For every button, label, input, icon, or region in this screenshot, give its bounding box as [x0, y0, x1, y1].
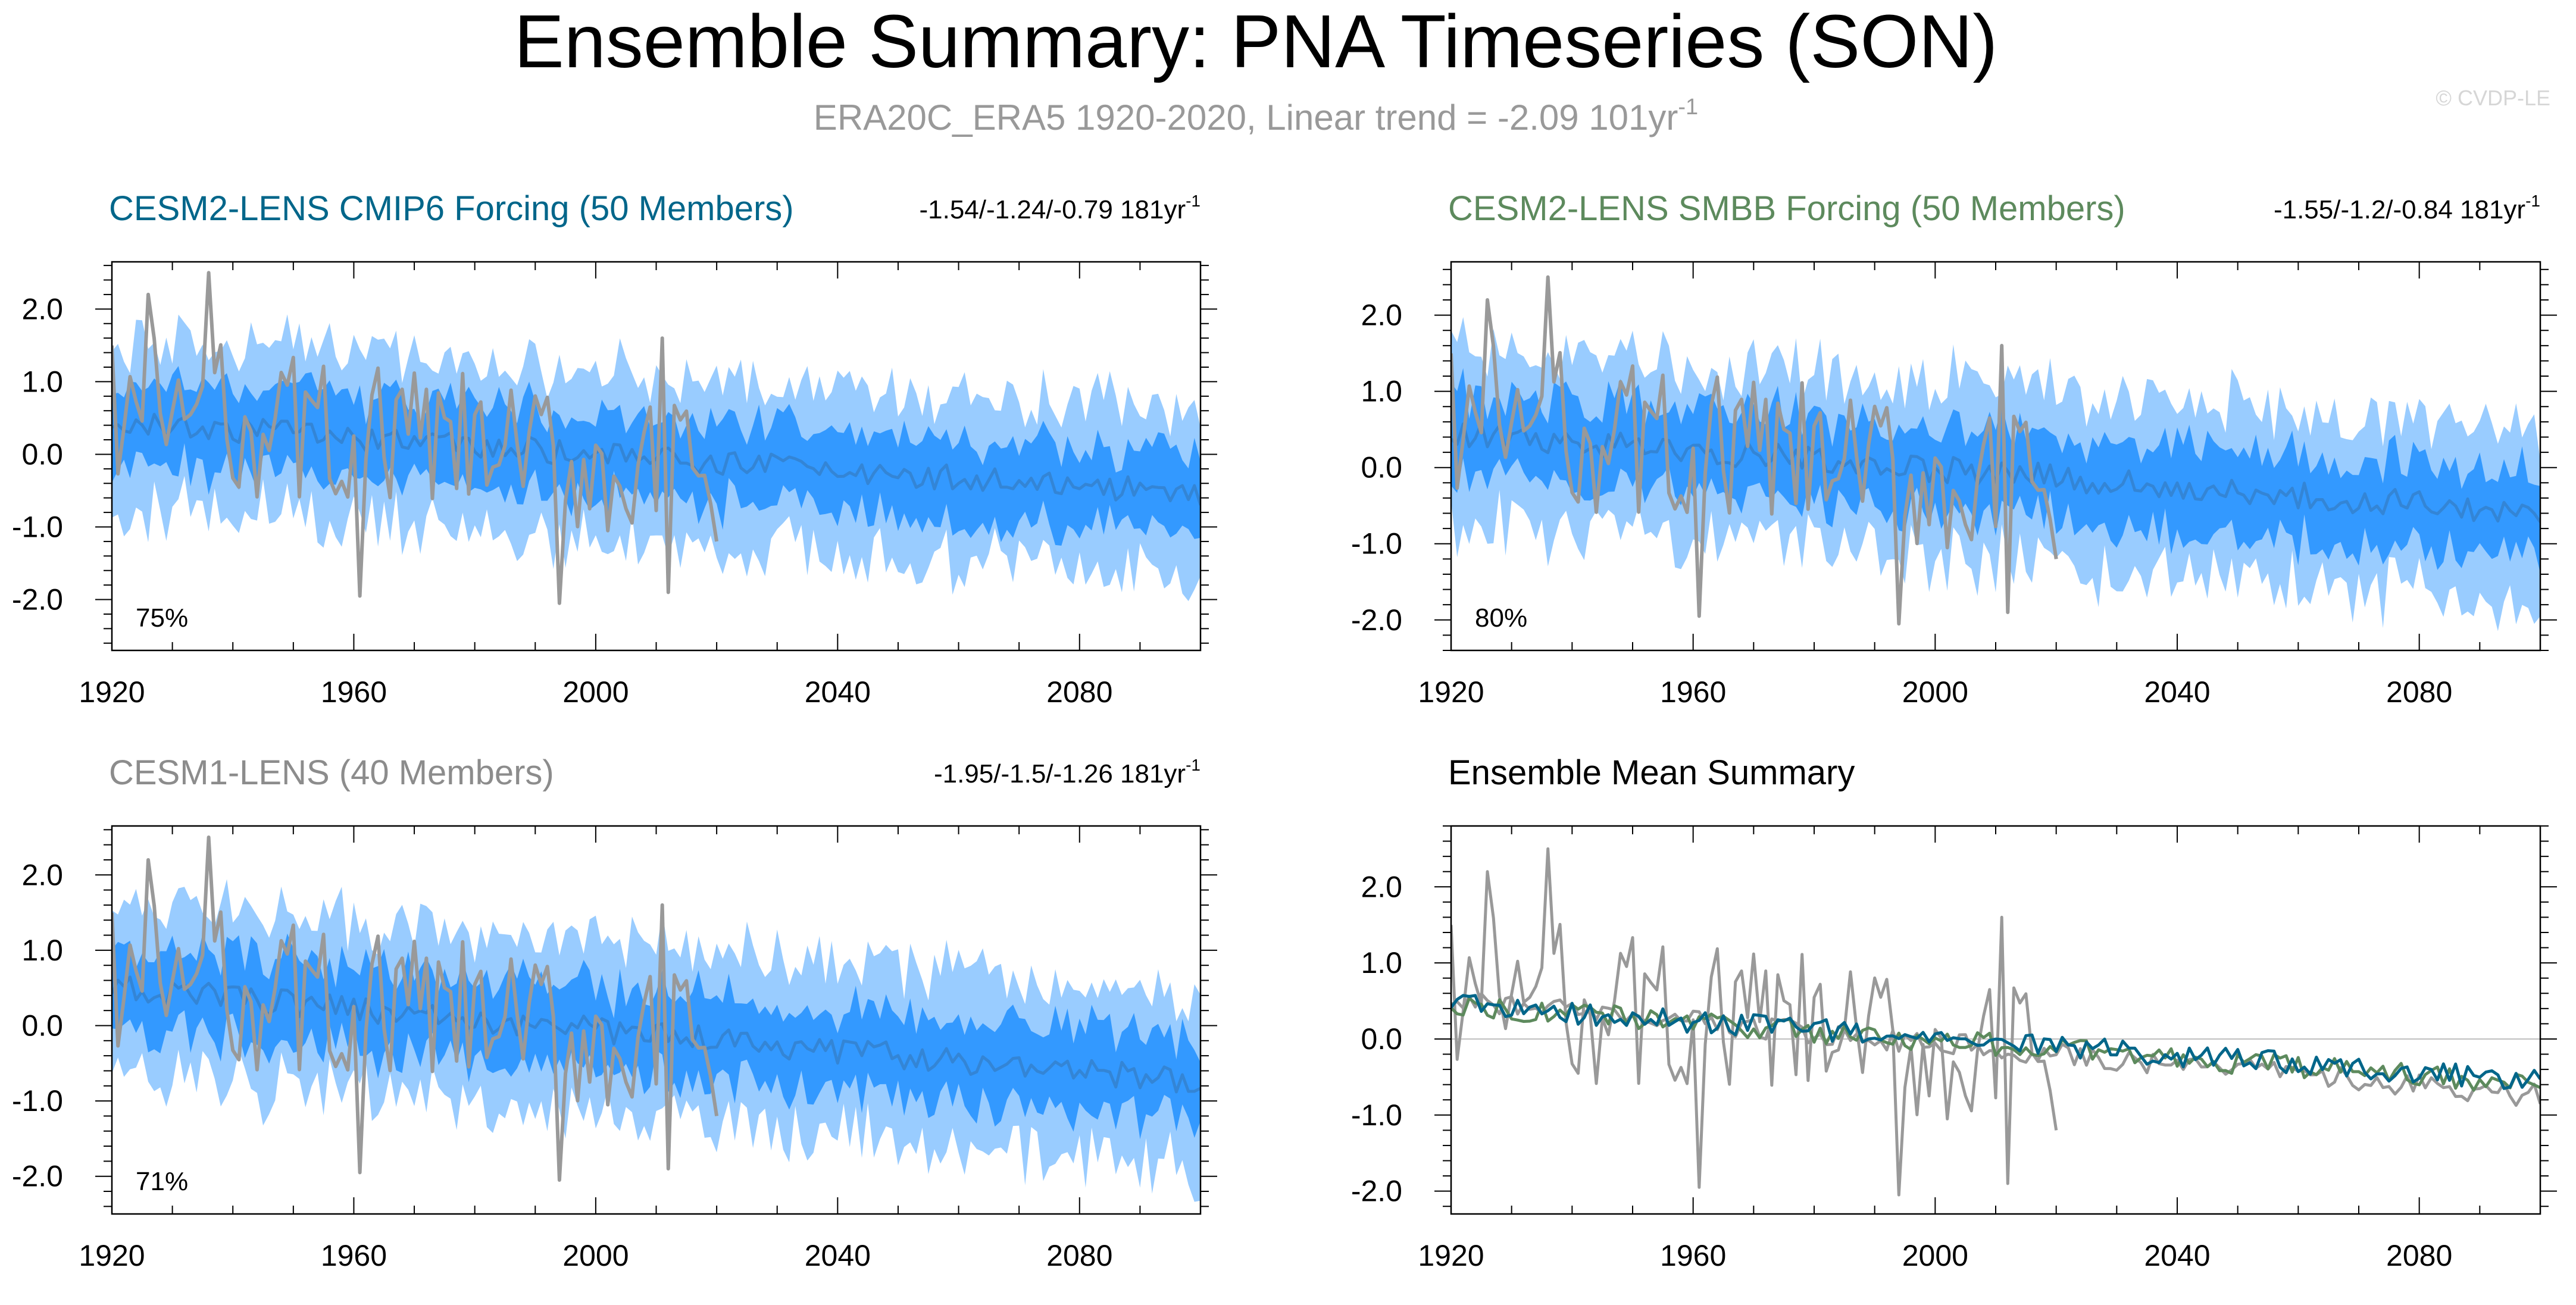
y-tick-label: 0.0: [21, 1009, 63, 1042]
panel-cesm2_smbb: CESM2-LENS SMBB Forcing (50 Members) -1.5…: [1351, 189, 2557, 709]
y-tick-label: -1.0: [12, 511, 63, 544]
panel-title-summary: Ensemble Mean Summary: [1448, 753, 1855, 792]
inner-band-cesm2_cmip6: [112, 366, 1201, 546]
observation-line: [1451, 275, 2058, 626]
y-tick-label: 1.0: [21, 934, 63, 967]
trend-label-exponent: -1: [1186, 192, 1201, 210]
y-tick-label: -1.0: [1351, 1099, 1402, 1132]
y-tick-label: 1.0: [21, 365, 63, 398]
panel-title-cesm2_smbb: CESM2-LENS SMBB Forcing (50 Members): [1448, 189, 2125, 228]
x-tick-label: 1960: [1660, 1239, 1726, 1272]
x-tick-label: 2080: [1046, 675, 1112, 709]
panel-title-cesm1: CESM1-LENS (40 Members): [109, 753, 554, 792]
y-tick-label: -2.0: [1351, 1175, 1402, 1208]
y-tick-label: 1.0: [1361, 375, 1402, 408]
panels-group: CESM2-LENS CMIP6 Forcing (50 Members) -1.…: [12, 189, 2557, 1272]
y-tick-label: 2.0: [1361, 299, 1402, 332]
figure-title: Ensemble Summary: PNA Timeseries (SON): [514, 0, 1998, 83]
plot-area-cesm2_smbb: [1451, 275, 2540, 631]
x-tick-label: 1920: [79, 1239, 145, 1272]
observation-line: [112, 835, 719, 1182]
observation-line: [1451, 847, 2058, 1197]
y-tick-label: 0.0: [21, 437, 63, 471]
x-tick-label: 2040: [805, 1239, 871, 1272]
trend-label-cesm1: -1.95/-1.5/-1.26 181yr-1: [934, 756, 1201, 788]
plot-area-summary: [1451, 847, 2540, 1197]
trend-label-exponent: -1: [1186, 756, 1201, 774]
x-tick-label: 1920: [1418, 1239, 1484, 1272]
y-tick-label: 2.0: [21, 292, 63, 326]
subtitle-exponent: -1: [1678, 95, 1698, 120]
inner-band-cesm2_smbb: [1451, 368, 2540, 573]
ensemble-mean-line-2: [1451, 994, 2540, 1090]
x-tick-label: 2080: [2386, 675, 2452, 709]
y-tick-label: 0.0: [1361, 451, 1402, 484]
y-tick-label: -1.0: [12, 1084, 63, 1118]
y-tick-label: 0.0: [1361, 1022, 1402, 1056]
panel-summary: Ensemble Mean Summary 1920 1960 2000 2040 208…: [1351, 753, 2557, 1272]
x-tick-label: 1960: [321, 1239, 387, 1272]
x-tick-label: 2000: [562, 1239, 629, 1272]
x-tick-label: 2040: [805, 675, 871, 709]
x-tick-label: 2080: [2386, 1239, 2452, 1272]
figure-subtitle: ERA20C_ERA5 1920-2020, Linear trend = -2…: [814, 95, 1698, 137]
plot-area-cesm2_cmip6: [112, 271, 1201, 605]
x-tick-label: 2000: [562, 675, 629, 709]
subtitle-main-text: ERA20C_ERA5 1920-2020, Linear trend = -2…: [814, 98, 1678, 137]
percent-label-cesm2_smbb: 80%: [1475, 603, 1527, 633]
x-tick-label: 1960: [321, 675, 387, 709]
trend-label-text: -1.95/-1.5/-1.26 181yr: [934, 759, 1186, 788]
percent-label-cesm1: 71%: [136, 1167, 188, 1196]
x-tick-label: 2000: [1902, 675, 1968, 709]
y-tick-label: 1.0: [1361, 946, 1402, 979]
y-tick-label: -2.0: [12, 1160, 63, 1193]
x-tick-label: 2000: [1902, 1239, 1968, 1272]
observation-line: [112, 271, 719, 605]
trend-label-cesm2_smbb: -1.55/-1.2/-0.84 181yr-1: [2274, 192, 2540, 224]
y-tick-label: -2.0: [12, 583, 63, 616]
ensemble-mean-line: [112, 975, 1201, 1094]
x-tick-label: 1920: [79, 675, 145, 709]
x-tick-label: 2040: [2144, 675, 2210, 709]
trend-label-text: -1.54/-1.24/-0.79 181yr: [919, 195, 1186, 224]
panel-title-cesm2_cmip6: CESM2-LENS CMIP6 Forcing (50 Members): [109, 189, 794, 228]
panel-cesm1: CESM1-LENS (40 Members) -1.95/-1.5/-1.26 …: [12, 753, 1217, 1272]
ensemble-mean-line: [112, 412, 1201, 506]
x-tick-label: 2080: [1046, 1239, 1112, 1272]
y-tick-label: 2.0: [1361, 870, 1402, 903]
plot-area-cesm1: [112, 835, 1201, 1202]
y-tick-label: -1.0: [1351, 527, 1402, 561]
trend-label-cesm2_cmip6: -1.54/-1.24/-0.79 181yr-1: [919, 192, 1201, 224]
plot-frame: [1450, 825, 2541, 1215]
y-tick-label: -2.0: [1351, 603, 1402, 637]
trend-label-exponent: -1: [2525, 192, 2540, 210]
percent-label-cesm2_cmip6: 75%: [136, 603, 188, 633]
y-tick-label: 2.0: [21, 858, 63, 891]
panel-cesm2_cmip6: CESM2-LENS CMIP6 Forcing (50 Members) -1.…: [12, 189, 1217, 709]
x-tick-label: 1960: [1660, 675, 1726, 709]
copyright-label: © CVDP-LE: [2436, 86, 2550, 110]
x-tick-label: 1920: [1418, 675, 1484, 709]
trend-label-text: -1.55/-1.2/-0.84 181yr: [2274, 195, 2525, 224]
x-tick-label: 2040: [2144, 1239, 2210, 1272]
